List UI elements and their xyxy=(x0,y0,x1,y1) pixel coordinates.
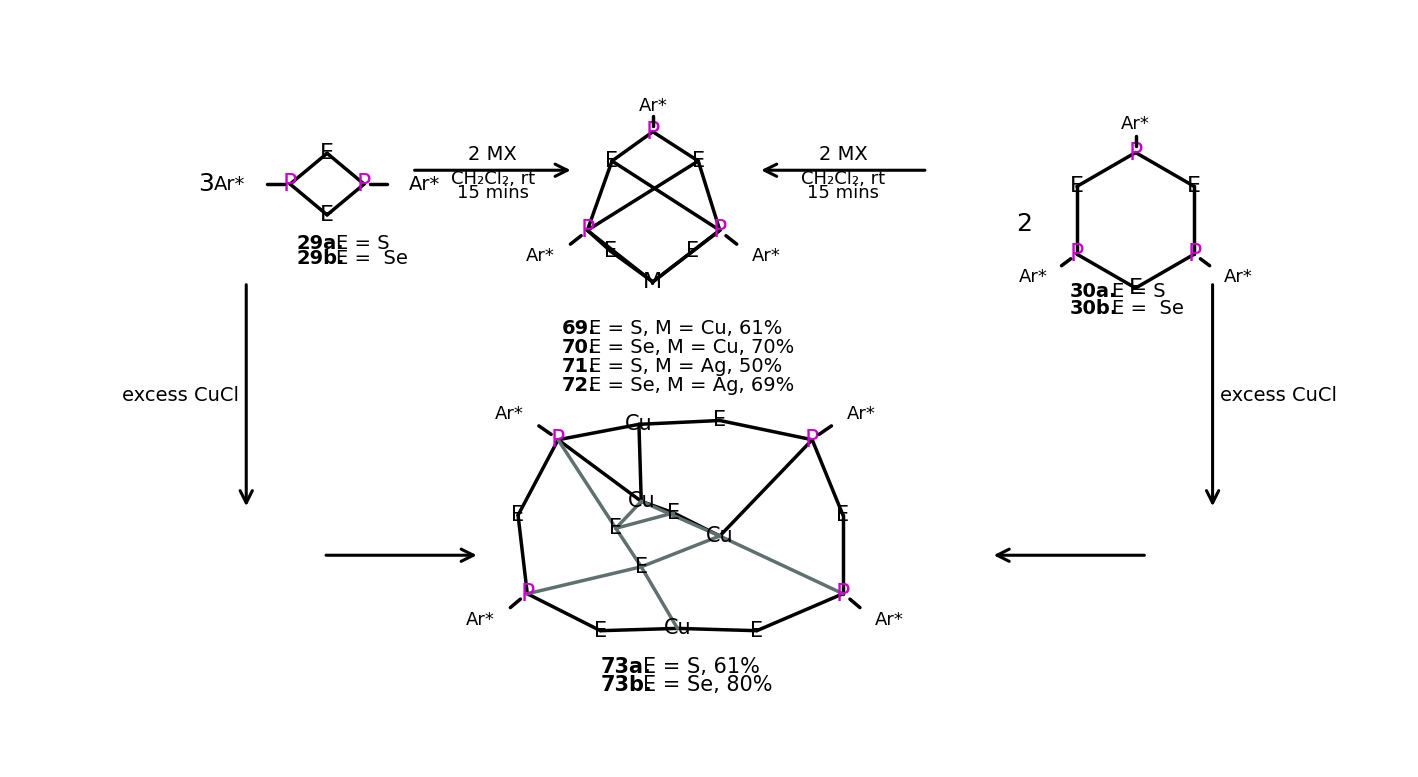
Text: E: E xyxy=(837,505,849,525)
Text: E: E xyxy=(666,503,681,523)
Text: E = S, 61%: E = S, 61% xyxy=(642,657,760,677)
Text: –: – xyxy=(274,175,284,193)
Text: E = Se, M = Cu, 70%: E = Se, M = Cu, 70% xyxy=(588,338,794,357)
Text: P: P xyxy=(357,172,372,196)
Text: E: E xyxy=(610,518,623,538)
Text: 71.: 71. xyxy=(562,357,597,376)
Text: Cu: Cu xyxy=(627,491,655,511)
Text: E: E xyxy=(320,205,335,225)
Text: E: E xyxy=(604,241,617,261)
Text: 2 MX: 2 MX xyxy=(818,145,868,165)
Text: P: P xyxy=(805,428,820,451)
Text: 3: 3 xyxy=(197,172,214,196)
Text: 69.: 69. xyxy=(562,319,597,337)
Text: P: P xyxy=(645,120,659,144)
Text: 15 mins: 15 mins xyxy=(457,184,529,202)
Text: P: P xyxy=(1069,242,1083,267)
Text: Cu: Cu xyxy=(625,414,652,434)
Text: Ar*: Ar* xyxy=(408,175,440,193)
Text: excess CuCl: excess CuCl xyxy=(122,385,238,405)
Text: E: E xyxy=(1129,278,1143,298)
Text: E: E xyxy=(320,143,335,163)
Text: E: E xyxy=(1187,176,1201,197)
Text: Ar*: Ar* xyxy=(1224,268,1252,286)
Text: Ar*: Ar* xyxy=(495,405,523,423)
Text: 15 mins: 15 mins xyxy=(807,184,879,202)
Text: 30b.: 30b. xyxy=(1071,299,1119,319)
Text: 2 MX: 2 MX xyxy=(468,145,518,165)
Text: excess CuCl: excess CuCl xyxy=(1221,385,1337,405)
Text: Ar*: Ar* xyxy=(875,611,905,629)
Text: E: E xyxy=(692,151,705,171)
Text: 29b.: 29b. xyxy=(296,249,345,268)
Text: Ar*: Ar* xyxy=(638,97,668,115)
Text: 29a.: 29a. xyxy=(296,234,345,253)
Text: E: E xyxy=(512,505,525,525)
Text: E: E xyxy=(750,621,763,641)
Text: 73a.: 73a. xyxy=(600,657,651,677)
Text: Cu: Cu xyxy=(706,526,733,546)
Text: P: P xyxy=(1129,141,1143,165)
Text: 72.: 72. xyxy=(562,376,597,395)
Text: E: E xyxy=(594,621,607,641)
Text: P: P xyxy=(1187,242,1201,267)
Text: E = Se, 80%: E = Se, 80% xyxy=(642,674,773,695)
Text: E: E xyxy=(686,241,699,261)
Text: E =  Se: E = Se xyxy=(1113,299,1184,319)
Text: Ar*: Ar* xyxy=(214,175,245,193)
Text: –: – xyxy=(370,175,380,193)
Text: P: P xyxy=(713,218,727,242)
Text: CH₂Cl₂, rt: CH₂Cl₂, rt xyxy=(451,170,535,189)
Text: E: E xyxy=(1071,176,1083,197)
Text: E = S: E = S xyxy=(1113,281,1166,301)
Text: P: P xyxy=(284,172,298,196)
Text: E: E xyxy=(635,557,648,577)
Text: Ar*: Ar* xyxy=(1018,268,1048,286)
Text: E = S: E = S xyxy=(336,234,390,253)
Text: Cu: Cu xyxy=(664,618,691,639)
Text: E = S, M = Cu, 61%: E = S, M = Cu, 61% xyxy=(588,319,783,337)
Text: E: E xyxy=(605,151,618,171)
Text: Ar*: Ar* xyxy=(1122,114,1150,133)
Text: 30a.: 30a. xyxy=(1071,281,1117,301)
Text: E = Se, M = Ag, 69%: E = Se, M = Ag, 69% xyxy=(588,376,794,395)
Text: Ar*: Ar* xyxy=(467,611,495,629)
Text: P: P xyxy=(835,582,851,606)
Text: E = S, M = Ag, 50%: E = S, M = Ag, 50% xyxy=(588,357,783,376)
Text: E =  Se: E = Se xyxy=(336,249,408,268)
Text: P: P xyxy=(580,218,594,242)
Text: E: E xyxy=(713,410,726,430)
Text: 70.: 70. xyxy=(562,338,596,357)
Text: Ar*: Ar* xyxy=(752,247,781,265)
Text: 2: 2 xyxy=(1015,212,1032,236)
Text: Ar*: Ar* xyxy=(847,405,876,423)
Text: Ar*: Ar* xyxy=(526,247,554,265)
Text: P: P xyxy=(552,428,566,451)
Text: CH₂Cl₂, rt: CH₂Cl₂, rt xyxy=(801,170,885,189)
Text: 73b.: 73b. xyxy=(600,674,652,695)
Text: M: M xyxy=(644,272,662,292)
Text: P: P xyxy=(520,582,535,606)
